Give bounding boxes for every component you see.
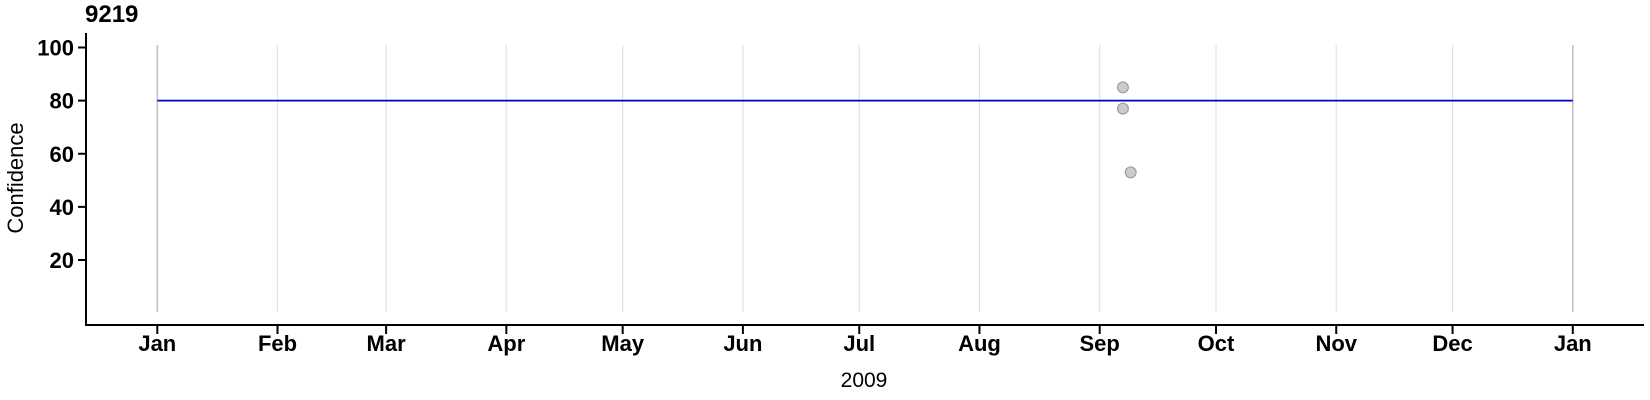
data-point bbox=[1116, 81, 1129, 94]
x-tick-label: Sep bbox=[1079, 331, 1119, 356]
x-tick-label: Jun bbox=[723, 331, 762, 356]
data-point bbox=[1124, 166, 1137, 179]
x-tick-label: Jul bbox=[843, 331, 875, 356]
x-tick-label: Nov bbox=[1315, 331, 1357, 356]
x-axis-title: 2009 bbox=[840, 369, 888, 392]
y-tick-label: 20 bbox=[50, 248, 74, 273]
y-tick-label: 80 bbox=[50, 89, 74, 114]
x-tick-label: Feb bbox=[258, 331, 297, 356]
chart-title: 9219 bbox=[85, 1, 139, 28]
x-tick-label: Jan bbox=[138, 331, 176, 356]
x-tick-label: Jan bbox=[1554, 331, 1592, 356]
x-tick-label: Dec bbox=[1432, 331, 1472, 356]
y-tick-label: 100 bbox=[37, 36, 74, 61]
x-tick-label: Apr bbox=[487, 331, 525, 356]
x-tick-label: Oct bbox=[1198, 331, 1235, 356]
x-tick-label: Mar bbox=[367, 331, 407, 356]
x-tick-label: Aug bbox=[958, 331, 1001, 356]
x-tick-label: May bbox=[601, 331, 645, 356]
y-tick-label: 60 bbox=[50, 142, 74, 167]
y-tick-label: 40 bbox=[50, 195, 74, 220]
data-point bbox=[1116, 102, 1129, 115]
y-axis-title: Confidence bbox=[3, 122, 28, 234]
